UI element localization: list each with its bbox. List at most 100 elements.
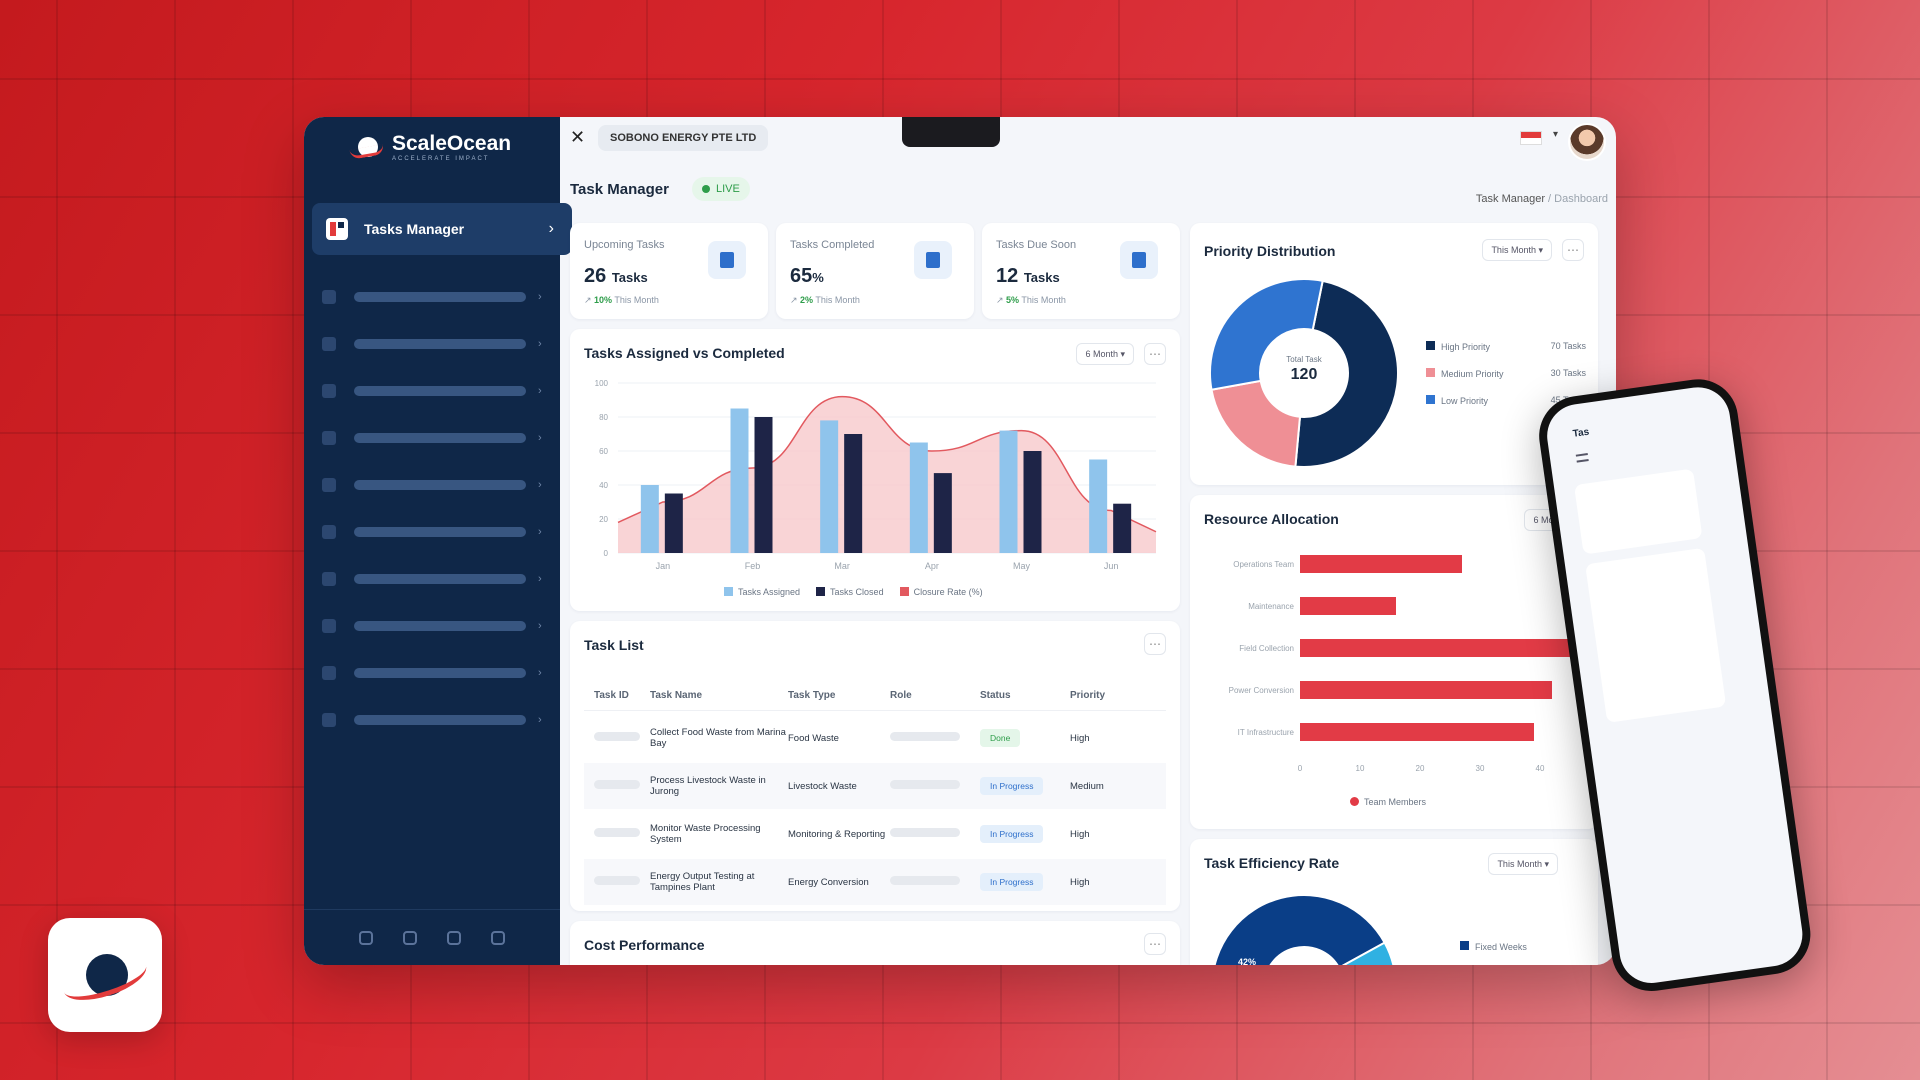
priority-value: High	[1070, 828, 1090, 840]
column-header[interactable]: Task Name	[650, 690, 703, 701]
table-row[interactable]: Energy Output Testing at Tampines Plant …	[584, 859, 1166, 905]
column-header[interactable]: Task Type	[788, 690, 836, 701]
resource-bar	[1300, 597, 1396, 615]
menu-icon	[322, 478, 336, 492]
chart-legend: Tasks Assigned Tasks Closed Closure Rate…	[724, 587, 983, 597]
hamburger-menu-icon[interactable]	[1575, 453, 1589, 463]
chevron-right-icon: ›	[538, 714, 542, 726]
sidebar-item[interactable]: ›	[322, 287, 542, 307]
role-placeholder	[890, 780, 960, 789]
donut-slice	[1341, 941, 1395, 965]
scaleocean-app-icon[interactable]	[48, 918, 162, 1032]
legend-item[interactable]: Closure Rate (%)	[899, 587, 983, 597]
priority-donut-chart	[1209, 278, 1399, 468]
bar-tasks-closed	[664, 493, 683, 553]
page-title: Task Manager	[570, 181, 669, 198]
menu-icon	[322, 431, 336, 445]
calendar-icon[interactable]	[359, 930, 373, 945]
column-header[interactable]: Task ID	[594, 690, 629, 701]
x-tick-label: May	[1013, 561, 1031, 571]
sidebar-item-label: Tasks Manager	[364, 221, 465, 237]
flag-icon[interactable]	[1520, 131, 1542, 145]
menu-icon	[322, 384, 336, 398]
sidebar-item[interactable]: ›	[322, 569, 542, 589]
period-dropdown[interactable]: This Month ▾	[1482, 239, 1552, 261]
chevron-right-icon: ›	[538, 338, 542, 350]
legend-item[interactable]: Team Members	[1350, 797, 1426, 807]
kpi-card-upcoming: Upcoming Tasks 26 Tasks ↗ 10% This Month	[570, 223, 768, 319]
y-tick-label: Maintenance	[1248, 602, 1294, 611]
brand-tagline: ACCELERATE IMPACT	[392, 156, 490, 162]
legend-item[interactable]: Tasks Closed	[816, 587, 884, 597]
kpi-delta: ↗ 2% This Month	[790, 295, 860, 305]
x-tick-label: 0	[1298, 764, 1303, 773]
role-placeholder	[890, 876, 960, 885]
phone-page-title: Tas	[1572, 426, 1590, 440]
more-options-button[interactable]: ⋯	[1144, 633, 1166, 655]
sidebar-item[interactable]: ›	[322, 475, 542, 495]
y-tick-label: 100	[595, 379, 609, 388]
chevron-right-icon: ›	[538, 573, 542, 585]
status-badge: In Progress	[980, 825, 1044, 843]
priority-value: High	[1070, 876, 1090, 888]
phone-card	[1585, 547, 1727, 723]
legend-item[interactable]: Fixed Weeks	[1460, 941, 1527, 952]
sidebar-item-tasks-manager[interactable]: Tasks Manager ›	[312, 203, 572, 255]
bar-tasks-closed	[1023, 451, 1042, 553]
resource-bar	[1300, 555, 1462, 573]
chevron-right-icon: ›	[538, 667, 542, 679]
chevron-down-icon[interactable]: ▾	[1552, 129, 1558, 140]
column-header[interactable]: Role	[890, 690, 912, 701]
phone-icon[interactable]	[491, 930, 505, 945]
chevron-right-icon: ›	[538, 620, 542, 632]
task-id-placeholder	[594, 876, 640, 885]
sidebar-item[interactable]: ›	[322, 616, 542, 636]
legend-item[interactable]: Medium Priority 30 Tasks	[1426, 368, 1586, 379]
chevron-right-icon: ›	[538, 291, 542, 303]
period-dropdown[interactable]: This Month ▾	[1488, 853, 1558, 875]
status-badge: Done	[980, 729, 1021, 747]
more-options-button[interactable]: ⋯	[1562, 239, 1584, 261]
close-icon[interactable]: ✕	[570, 127, 586, 147]
gear-icon[interactable]	[447, 930, 461, 945]
task-name: Process Livestock Waste in Jurong	[650, 775, 766, 797]
priority-distribution-card: Priority Distribution This Month ▾ ⋯ Tot…	[1190, 223, 1598, 485]
column-header[interactable]: Status	[980, 690, 1011, 701]
sidebar-item-placeholder	[354, 621, 526, 631]
kpi-title: Tasks Completed	[790, 239, 875, 251]
column-header[interactable]: Priority	[1070, 690, 1106, 701]
company-selector[interactable]: SOBONO ENERGY PTE LTD	[598, 125, 769, 151]
bar-tasks-closed	[754, 417, 773, 553]
sidebar-item[interactable]: ›	[322, 428, 542, 448]
more-options-button[interactable]: ⋯	[1144, 343, 1166, 365]
sidebar-item[interactable]: ›	[322, 522, 542, 542]
sidebar-item[interactable]: ›	[322, 381, 542, 401]
legend-item[interactable]: Tasks Assigned	[724, 587, 800, 597]
resource-bar	[1300, 639, 1582, 657]
table-row[interactable]: Collect Food Waste from Marina Bay Food …	[584, 715, 1166, 761]
sidebar-item[interactable]: ›	[322, 334, 542, 354]
card-title: Task List	[584, 637, 644, 653]
table-row[interactable]: Process Livestock Waste in Jurong Livest…	[584, 763, 1166, 809]
kpi-value: 65%	[790, 265, 824, 287]
legend-item[interactable]: High Priority 70 Tasks	[1426, 341, 1586, 352]
bar-tasks-assigned	[909, 442, 928, 553]
kpi-unit: %	[812, 270, 824, 285]
logo[interactable]: ScaleOcean ACCELERATE IMPACT	[349, 133, 511, 162]
breadcrumb-item[interactable]: Task Manager	[1475, 193, 1545, 205]
period-dropdown[interactable]: 6 Month ▾	[1076, 343, 1134, 365]
task-id-placeholder	[594, 780, 640, 789]
bell-icon[interactable]	[403, 930, 417, 945]
more-options-button[interactable]: ⋯	[1144, 933, 1166, 955]
sidebar-item[interactable]: ›	[322, 710, 542, 730]
task-id-placeholder	[594, 828, 640, 837]
closure-rate-area	[618, 396, 1156, 553]
table-row[interactable]: Monitor Waste Processing System Monitori…	[584, 811, 1166, 857]
card-title: Task Efficiency Rate	[1204, 855, 1340, 871]
resource-allocation-card: Resource Allocation 6 Month ▾ Operations…	[1190, 495, 1598, 829]
kpi-card-completed: Tasks Completed 65% ↗ 2% This Month	[776, 223, 974, 319]
avatar[interactable]	[1568, 123, 1606, 161]
bar-tasks-assigned	[999, 430, 1018, 553]
task-type: Food Waste	[788, 732, 839, 744]
sidebar-item[interactable]: ›	[322, 663, 542, 683]
